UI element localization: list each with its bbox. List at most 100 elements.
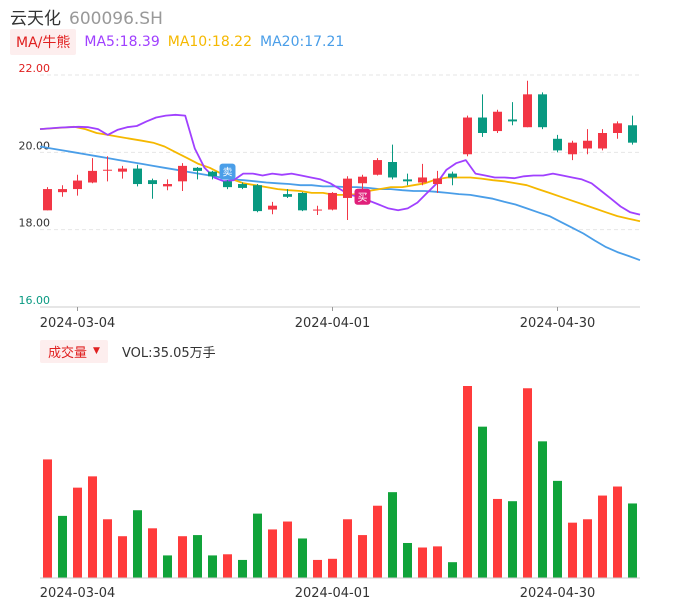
candle-body <box>238 184 247 188</box>
candlesticks <box>43 80 637 220</box>
volume-x-tick-label: 2024-04-30 <box>520 586 596 601</box>
volume-legend: 成交量 ▼ VOL:35.05万手 <box>40 339 216 363</box>
price-x-tick-label: 2024-03-04 <box>40 316 116 331</box>
volume-bar <box>418 547 427 578</box>
volume-x-tick-label: 2024-03-04 <box>40 586 116 601</box>
volume-bar <box>103 519 112 578</box>
volume-bar <box>148 528 157 578</box>
volume-bar <box>538 441 547 578</box>
volume-bar <box>328 558 337 578</box>
volume-bar <box>553 480 562 578</box>
candle-body <box>43 189 52 211</box>
candle-body <box>298 192 307 211</box>
volume-bar <box>118 536 127 578</box>
ma5-label: MA5:18.39 <box>84 34 160 50</box>
sell-marker-bg <box>219 163 236 180</box>
volume-bars <box>40 386 640 579</box>
candle-body <box>163 184 172 187</box>
volume-value: VOL:35.05万手 <box>121 345 216 361</box>
price-y-tick-label: 18.00 <box>19 217 51 230</box>
stock-header: 云天化 600096.SH <box>10 4 163 29</box>
candle-body <box>478 117 487 133</box>
volume-bar <box>628 503 637 578</box>
volume-x-tick-label: 2024-04-01 <box>295 586 371 601</box>
volume-bar <box>88 476 97 578</box>
volume-bar <box>268 529 277 578</box>
price-x-tick-label: 2024-04-01 <box>295 316 371 331</box>
volume-bar <box>253 513 262 578</box>
candle-body <box>88 170 97 183</box>
volume-bar <box>73 487 82 578</box>
volume-bar <box>583 519 592 578</box>
volume-bar <box>313 559 322 578</box>
candle-body <box>418 177 427 183</box>
candle-body <box>208 171 217 177</box>
candle-body <box>73 180 82 190</box>
volume-bar <box>523 388 532 578</box>
candle-body <box>193 167 202 171</box>
volume-bar <box>358 535 367 578</box>
volume-bar <box>568 522 577 578</box>
volume-bar <box>58 515 67 578</box>
volume-bar <box>193 535 202 578</box>
candle-body <box>328 192 337 210</box>
candle-body <box>148 180 157 185</box>
buy-marker-label: 买 <box>358 192 368 204</box>
candle-body <box>628 125 637 143</box>
candle-body <box>388 162 397 178</box>
ma-legend: MA/牛熊 MA5:18.39 MA10:18.22 MA20:17.21 <box>10 29 345 55</box>
volume-bar <box>343 519 352 578</box>
price-y-ticks: 22.00 20.00 18.00 16.00 <box>19 62 51 307</box>
candle-body <box>313 209 322 211</box>
candle-body <box>523 94 532 128</box>
volume-bar <box>163 555 172 578</box>
candle-body <box>568 142 577 155</box>
volume-indicator-label: 成交量 <box>48 345 88 361</box>
trade-markers: 卖买 <box>219 163 371 205</box>
candle-body <box>253 185 262 212</box>
candle-body <box>583 140 592 149</box>
candle-body <box>268 205 277 210</box>
stock-name: 云天化 <box>10 9 61 29</box>
candle-body <box>508 119 517 122</box>
ma10-line <box>39 125 641 223</box>
volume-bar <box>298 538 307 578</box>
chevron-down-icon: ▼ <box>93 346 100 356</box>
volume-bar <box>223 554 232 578</box>
candle-body <box>223 181 232 188</box>
ma10-label: MA10:18.22 <box>167 34 253 50</box>
volume-bar <box>133 510 142 578</box>
ma20-label: MA20:17.21 <box>260 34 345 50</box>
price-x-ticks: 2024-03-04 2024-04-01 2024-04-30 <box>40 307 595 331</box>
volume-bar <box>493 498 502 578</box>
volume-bar <box>373 505 382 578</box>
candle-body <box>343 178 352 198</box>
volume-bar <box>448 562 457 578</box>
candle-body <box>283 194 292 197</box>
volume-bar <box>43 459 52 578</box>
ma20-line <box>39 145 641 262</box>
candle-body <box>448 173 457 178</box>
sell-marker-label: 卖 <box>223 167 233 179</box>
volume-bar <box>403 542 412 578</box>
buy-marker-bg <box>354 188 371 205</box>
ma-indicator-selector[interactable]: MA/牛熊 <box>10 29 77 55</box>
candle-body <box>373 160 382 175</box>
price-y-tick-label: 20.00 <box>19 139 51 152</box>
ma5-line <box>39 113 641 216</box>
volume-bar <box>283 521 292 578</box>
volume-indicator-selector[interactable]: 成交量 ▼ <box>40 339 108 363</box>
volume-bar <box>208 555 217 578</box>
candle-body <box>58 189 67 193</box>
price-y-tick-label: 16.00 <box>19 294 51 307</box>
volume-bar <box>433 546 442 578</box>
candle-body <box>493 111 502 132</box>
price-gridlines <box>40 74 640 308</box>
candle-body <box>433 178 442 185</box>
candle-body <box>598 133 607 149</box>
price-y-tick-label: 22.00 <box>19 62 51 75</box>
volume-bar <box>463 386 472 578</box>
volume-bar <box>178 536 187 578</box>
volume-bar <box>508 501 517 578</box>
